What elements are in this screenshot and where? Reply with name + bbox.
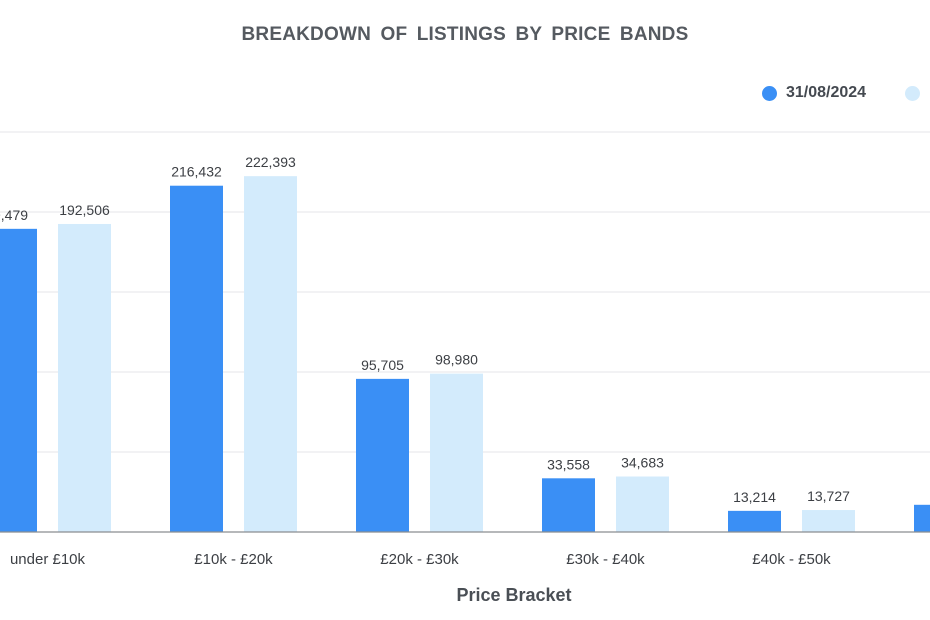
legend-item-series-1[interactable]: 31/08/2024 xyxy=(762,84,866,102)
bar-value-label: 216,432 xyxy=(171,164,222,180)
bar-value-label: 34,683 xyxy=(621,455,664,471)
x-tick-label: under £10k xyxy=(10,551,86,568)
legend-marker-series-2 xyxy=(904,85,920,101)
bar-series-2 xyxy=(430,373,483,532)
legend-marker-series-1 xyxy=(762,85,777,101)
bar-value-label: 13,727 xyxy=(807,488,850,504)
x-tick-label: £40k - £50k xyxy=(752,551,831,568)
bar-value-label: 33,558 xyxy=(547,456,590,472)
bar-series-2 xyxy=(802,510,855,532)
bar-series-1 xyxy=(542,478,595,532)
x-tick-label: £30k - £40k xyxy=(566,551,645,568)
x-tick-labels: under £10k £10k - £20k £20k - £30k £30k - £… xyxy=(10,551,831,568)
legend: 31/08/2024 xyxy=(762,84,930,106)
bar-series-1 xyxy=(914,504,930,532)
bar-series-2 xyxy=(616,476,669,532)
x-axis-title: Price Bracket xyxy=(456,585,572,605)
legend-label-series-1: 31/08/2024 xyxy=(786,84,867,101)
bar-series-2 xyxy=(58,223,111,532)
bar-series-1 xyxy=(170,185,223,532)
legend-item-series-2[interactable] xyxy=(904,85,929,101)
chart-title: BREAKDOWN OF LISTINGS BY PRICE BANDS xyxy=(241,24,689,45)
bar-value-label: 13,214 xyxy=(733,489,776,505)
gridlines xyxy=(0,131,930,453)
bar-value-label: 192,506 xyxy=(59,202,110,218)
bar-series-1 xyxy=(728,510,781,532)
bar-value-label: 222,393 xyxy=(245,154,296,170)
x-tick-label: £20k - £30k xyxy=(380,551,459,568)
bars xyxy=(0,176,930,532)
bar-labels: 9,479216,43295,70533,55813,2141192,50622… xyxy=(0,154,850,505)
bar-value-label: 98,980 xyxy=(435,352,478,368)
x-tick-label: £10k - £20k xyxy=(194,551,273,568)
bar-series-2 xyxy=(244,176,297,532)
bar-series-1 xyxy=(0,228,37,532)
bar-value-label: 9,479 xyxy=(0,207,28,223)
bar-value-label: 95,705 xyxy=(361,357,404,373)
bar-series-1 xyxy=(356,378,409,532)
